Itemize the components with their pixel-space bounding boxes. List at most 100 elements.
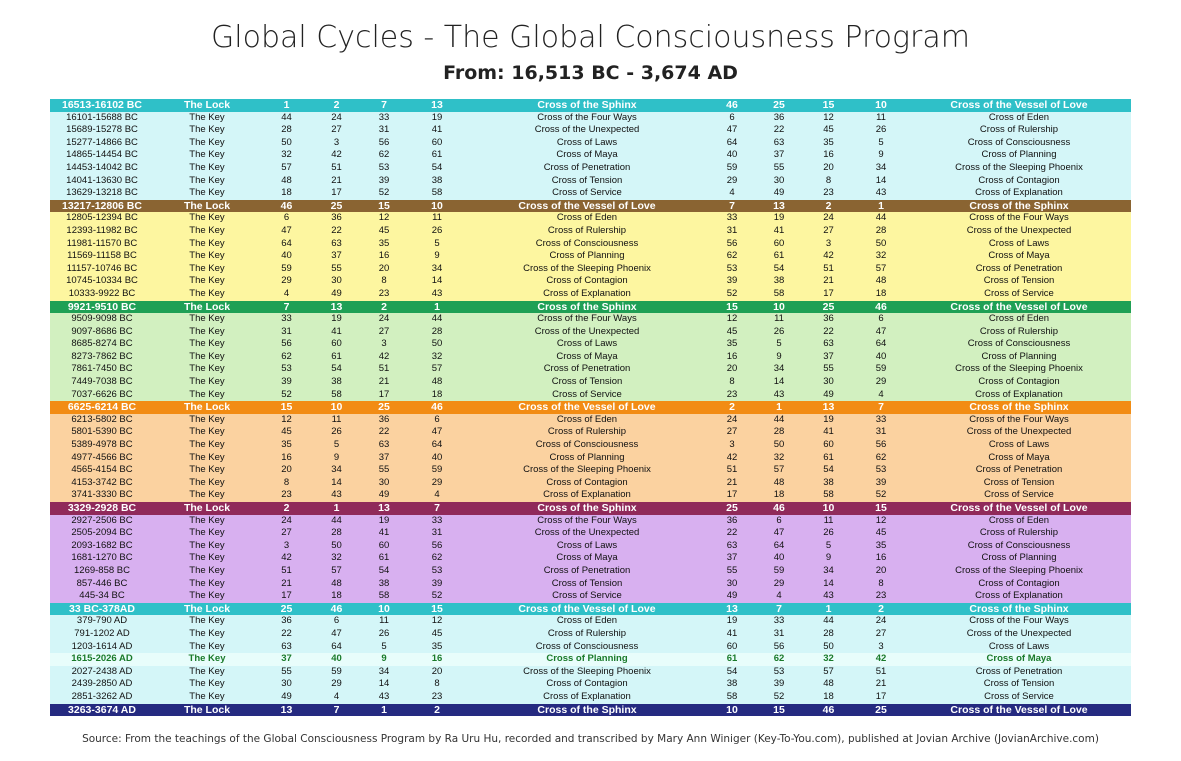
cell-gate-4: 28 (431, 325, 443, 337)
cell-gate-1: 25 (280, 602, 293, 615)
cell-gate-3: 8 (381, 275, 387, 287)
cell-gate-2: 11 (331, 413, 342, 425)
cell-cross-name: Cross of the Four Ways (537, 313, 637, 325)
cell-gate-2: 21 (331, 174, 342, 186)
cell-gate-type: The Key (189, 111, 225, 123)
cell-gate-8: 3 (878, 640, 884, 652)
cell-period: 2927-2506 BC (71, 514, 133, 526)
key-row: 857-446 BC The Key 21 48 38 39 Cross of Tensio… (50, 577, 1131, 591)
cell-gate-2: 41 (331, 325, 342, 337)
cell-period: 2505-2094 BC (71, 527, 133, 539)
cell-gate-type: The Key (189, 640, 225, 652)
cell-gate-7: 22 (823, 325, 834, 337)
cell-gate-8: 57 (875, 262, 887, 274)
cell-cross-name-2: Cross of Planning (981, 552, 1057, 564)
cell-gate-4: 52 (431, 590, 443, 602)
cell-gate-3: 10 (378, 602, 390, 615)
cell-gate-3: 54 (378, 564, 390, 576)
cell-cross-name: Cross of the Sphinx (537, 300, 637, 313)
key-row: 1203-1614 AD The Key 63 64 5 35 Cross of Consc… (50, 640, 1131, 654)
cell-gate-6: 50 (773, 439, 785, 451)
cell-cross-name-2: Cross of the Vessel of Love (950, 99, 1088, 111)
cell-gate-7: 1 (825, 602, 832, 615)
cell-gate-8: 31 (875, 426, 887, 438)
cell-cross-name-2: Cross of Eden (988, 514, 1050, 526)
cell-gate-7: 23 (823, 187, 834, 199)
cell-gate-6: 55 (773, 161, 785, 173)
cell-cross-name: Cross of Laws (556, 539, 618, 551)
cell-gate-6: 10 (773, 300, 785, 313)
cell-cross-name-2: Cross of Contagion (978, 376, 1060, 388)
cell-gate-2: 58 (331, 388, 342, 400)
cell-gate-type: The Key (189, 313, 225, 325)
cell-gate-5: 3 (729, 439, 735, 451)
cell-gate-6: 41 (773, 224, 785, 236)
cell-gate-7: 17 (823, 287, 834, 299)
cell-cross-name-2: Cross of the Four Ways (969, 615, 1069, 627)
cell-gate-4: 18 (431, 388, 443, 400)
cell-cross-name-2: Cross of Laws (988, 237, 1050, 249)
cell-gate-type: The Key (189, 325, 225, 337)
cell-period: 6213-5802 BC (71, 413, 133, 425)
cell-cross-name-2: Cross of Rulership (979, 527, 1059, 539)
cell-gate-6: 63 (773, 136, 785, 148)
cell-gate-7: 34 (823, 564, 834, 576)
key-row: 3741-3330 BC The Key 23 43 49 4 Cross of Expla… (50, 489, 1131, 502)
cell-gate-1: 50 (281, 136, 292, 148)
cell-gate-6: 29 (773, 577, 785, 589)
key-row: 8273-7862 BC The Key 62 61 42 32 Cross of Maya… (50, 350, 1131, 364)
cell-cross-name-2: Cross of Eden (988, 313, 1050, 325)
cell-gate-7: 63 (823, 338, 834, 350)
cell-gate-2: 24 (331, 111, 342, 123)
cell-period: 7449-7038 BC (71, 376, 133, 388)
cell-cross-name-2: Cross of Penetration (975, 665, 1063, 677)
cell-gate-8: 35 (875, 539, 887, 551)
cell-gate-6: 33 (773, 615, 785, 627)
key-row: 12805-12394 BC The Key 6 36 12 11 Cross of Ede… (50, 212, 1131, 225)
cell-gate-type: The Key (189, 363, 225, 375)
cell-period: 10333-9922 BC (68, 287, 136, 299)
cell-gate-type: The Lock (183, 300, 231, 313)
cell-cross-name-2: Cross of Planning (981, 149, 1057, 161)
cell-cross-name-2: Cross of Explanation (975, 187, 1063, 199)
cell-gate-8: 45 (875, 527, 887, 539)
cell-gate-8: 33 (875, 413, 887, 425)
cell-gate-4: 62 (431, 552, 443, 564)
cell-cross-name: Cross of the Sphinx (537, 703, 637, 716)
cell-gate-1: 1 (283, 99, 290, 111)
cell-cross-name-2: Cross of Rulership (979, 325, 1059, 337)
cell-gate-1: 21 (281, 577, 292, 589)
cell-gate-1: 16 (281, 451, 292, 463)
cell-gate-6: 64 (773, 539, 785, 551)
cell-gate-8: 56 (875, 439, 887, 451)
cell-gate-5: 7 (729, 199, 735, 212)
cell-gate-2: 29 (331, 678, 342, 690)
cell-period: 5389-4978 BC (71, 439, 133, 451)
cell-cross-name-2: Cross of Maya (986, 653, 1052, 665)
cell-gate-5: 21 (726, 476, 738, 488)
cell-gate-8: 1 (878, 199, 884, 212)
cell-gate-2: 17 (331, 187, 342, 199)
cell-gate-5: 12 (726, 313, 738, 325)
cell-period: 10745-10334 BC (66, 275, 138, 287)
cell-gate-5: 20 (726, 363, 738, 375)
cell-gate-1: 62 (281, 350, 292, 362)
key-row: 10745-10334 BC The Key 29 30 8 14 Cross of Con… (50, 275, 1131, 288)
cell-gate-5: 53 (726, 262, 738, 274)
cell-gate-2: 38 (331, 376, 342, 388)
cell-cross-name: Cross of Rulership (547, 224, 627, 236)
cell-gate-2: 61 (331, 350, 342, 362)
cell-cross-name-2: Cross of the Sleeping Phoenix (955, 161, 1083, 173)
cell-gate-8: 50 (875, 237, 887, 249)
cell-gate-3: 23 (378, 287, 390, 299)
cell-period: 15689-15278 BC (66, 124, 138, 136)
cell-gate-7: 5 (825, 539, 832, 551)
key-row: 1681-1270 BC The Key 42 32 61 62 Cross of Maya… (50, 552, 1131, 565)
cell-gate-4: 14 (431, 275, 443, 287)
key-row: 2927-2506 BC The Key 24 44 19 33 Cross of the … (50, 514, 1131, 528)
cell-gate-2: 13 (330, 300, 343, 313)
cell-gate-8: 53 (875, 464, 887, 476)
cell-gate-8: 59 (875, 363, 887, 375)
cell-gate-2: 30 (331, 275, 342, 287)
cell-gate-5: 58 (726, 690, 738, 702)
